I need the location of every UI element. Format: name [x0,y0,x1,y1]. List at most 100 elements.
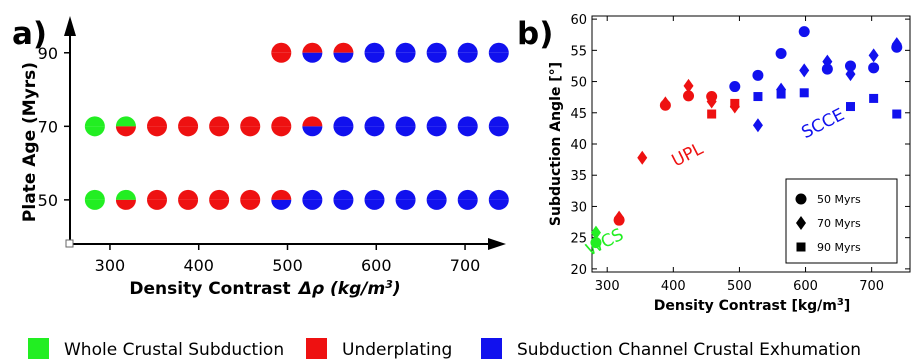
panel-a-marker [147,116,167,137]
panel-a-marker [457,116,478,137]
panel-b-markers [590,26,903,249]
panel-a-marker-bottom-half [271,52,292,63]
panel-a-marker-bottom-half [457,52,478,63]
panel-b-marker-diamond [706,94,717,109]
panel-b-marker-circle [752,69,764,81]
panel-a-marker [271,42,292,63]
panel-b-x-tick-label: 700 [859,279,884,294]
panel-a-marker-bottom-half [302,52,323,63]
panel-a-marker-top-half [271,189,292,200]
panel-b-legend-label: 50 Myrs [817,193,861,206]
panel-a-marker-bottom-half [364,199,385,210]
panel-a-marker-bottom-half [333,199,354,210]
panel-b-marker-circle [844,60,856,72]
panel-a-marker-top-half [271,116,292,127]
panel-a-y-tick-label: 90 [38,44,58,63]
panel-b-legend-label: 70 Myrs [817,217,861,230]
panel-b-marker-circle [729,81,741,93]
panel-a-marker-top-half [395,189,416,200]
panel-a-marker-top-half [364,189,385,200]
panel-a-marker-top-half [488,42,509,53]
panel-a-marker-bottom-half [426,199,447,210]
regime-legend-swatch [481,338,502,359]
panel-a-ticks: 50 70 90 300 400 500 600 700 [38,44,481,275]
panel-b-marker-circle [683,90,695,102]
panel-b-legend-marker-square [796,242,806,252]
panel-a-marker-top-half [395,42,416,53]
panel-b-regime-label: WCS [583,225,627,261]
panel-a-y-axis-label: Plate Age (Myrs) [20,62,40,222]
regime-legend-label: Subduction Channel Crustal Exhumation [517,340,861,360]
panel-b-x-axis-label-text: Density Contrast [kg/m [654,298,837,314]
panel-a-marker [84,189,105,210]
panel-b-y-tick-label: 20 [570,263,587,278]
panel-a-marker [364,116,385,137]
panel-b-marker-square [845,102,855,112]
panel-a-marker-bottom-half [488,126,509,137]
panel-a-marker-bottom-half [364,52,385,63]
regime-legend-swatch [28,338,49,359]
panel-b: b) 20 25 30 35 40 45 50 55 60 300 400 500 600 700 WCS… [517,13,911,314]
panel-b-legend-marker-diamond [796,216,806,230]
panel-b-y-axis-label: Subduction Angle [°] [548,62,564,226]
panel-a-markers [84,42,509,210]
panel-a-marker [395,116,416,137]
panel-a-marker-bottom-half [178,199,199,210]
panel-a-marker-top-half [457,42,478,53]
panel-a-marker-top-half [115,189,136,200]
panel-a-marker-bottom-half [147,126,167,137]
panel-a-marker-top-half [271,42,292,53]
panel-a-marker-top-half [426,189,447,200]
regime-legend-label: Underplating [342,340,452,360]
panel-b-label: b) [517,16,553,52]
panel-a-marker-bottom-half [271,199,292,210]
panel-b-marker-circle [868,62,880,74]
panel-a-marker-top-half [147,189,167,200]
panel-a-marker [333,116,354,137]
panel-b-marker-diamond [683,78,694,93]
panel-a-x-tick-label: 600 [361,256,392,275]
panel-a-marker [147,189,167,210]
panel-a-marker [364,42,385,63]
panel-a-marker-bottom-half [395,126,416,137]
panel-a-x-axis-unit-exponent: 3 [385,278,393,291]
panel-a-marker [302,189,323,210]
panel-a-marker [302,42,323,63]
panel-a-marker [240,116,261,137]
panel-b-marker-diamond [660,96,671,111]
panel-b-marker-diamond [752,118,763,133]
panel-a-marker [333,42,354,63]
panel-b-y-tick-label: 55 [570,44,587,59]
panel-a-marker-bottom-half [302,199,323,210]
panel-a-label: a) [12,16,47,52]
panel-b-marker-square [730,98,740,108]
panel-a-marker-bottom-half [333,126,354,137]
panel-b-marker-diamond [868,48,879,63]
panel-a-marker-top-half [209,116,230,127]
panel-a-marker-bottom-half [364,126,385,137]
panel-b-marker-square [892,109,902,119]
panel-a-marker-bottom-half [271,126,292,137]
panel-b-marker-circle [821,63,833,75]
panel-a-marker-bottom-half [115,126,136,137]
regime-legend-swatch [306,338,327,359]
panel-a-marker-bottom-half [84,199,105,210]
panel-b-y-tick-label: 30 [570,200,587,215]
panel-a-y-axis-arrow [64,16,76,36]
panel-a-marker [178,116,199,137]
panel-a-marker-bottom-half [395,199,416,210]
panel-a-x-tick-label: 300 [95,256,126,275]
panel-a-marker-top-half [457,189,478,200]
panel-a-marker [426,42,447,63]
panel-a-marker [178,189,199,210]
regime-legend: Whole Crustal Subduction Underplating Subd… [28,338,861,360]
panel-b-marker-square [869,93,879,103]
panel-a-marker-bottom-half [395,52,416,63]
panel-b-y-tick-label: 50 [570,76,587,91]
regime-legend-label: Whole Crustal Subduction [64,340,284,360]
panel-a-marker [209,116,230,137]
panel-b-marker-square [776,89,786,99]
panel-a-x-tick-label: 700 [450,256,481,275]
panel-a-marker [271,116,292,137]
